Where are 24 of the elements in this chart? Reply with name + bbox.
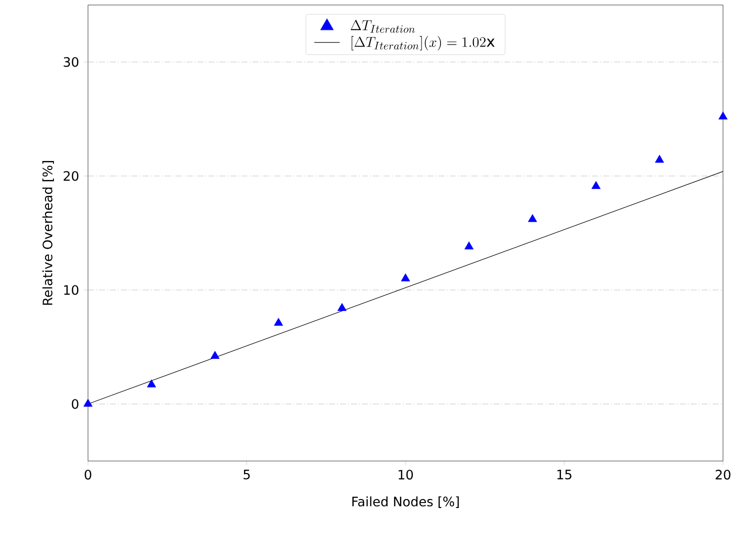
x-tick-label: 5 xyxy=(244,470,250,480)
point xyxy=(210,350,220,359)
point xyxy=(83,398,93,407)
x-tick-label: 10 xyxy=(398,470,413,480)
x-tick-label: 20 xyxy=(716,470,730,480)
point xyxy=(654,154,664,163)
point xyxy=(146,379,156,388)
y-axis-title: Relative Overhead [%] xyxy=(42,161,54,305)
y-tick-label: 0 xyxy=(72,399,78,409)
x-tick-label: 0 xyxy=(84,470,92,480)
y-tick-label: 20 xyxy=(64,171,78,181)
x-axis-title: Failed Nodes [%] xyxy=(352,496,459,508)
x-tick-label: 15 xyxy=(557,470,572,480)
point xyxy=(400,273,410,282)
point xyxy=(337,303,347,311)
point xyxy=(464,242,474,250)
y-tick-label: 10 xyxy=(64,285,78,295)
point xyxy=(718,112,728,120)
legend-label: $[\Delta T_{Iteration}](x) = 1.02\mathrm{x}$ xyxy=(352,36,495,50)
point xyxy=(528,214,538,222)
point xyxy=(591,181,601,189)
y-tick-label: 30 xyxy=(64,57,78,67)
legend-label: $\Delta T_{Iteration}$ xyxy=(350,20,415,33)
point xyxy=(274,318,284,326)
